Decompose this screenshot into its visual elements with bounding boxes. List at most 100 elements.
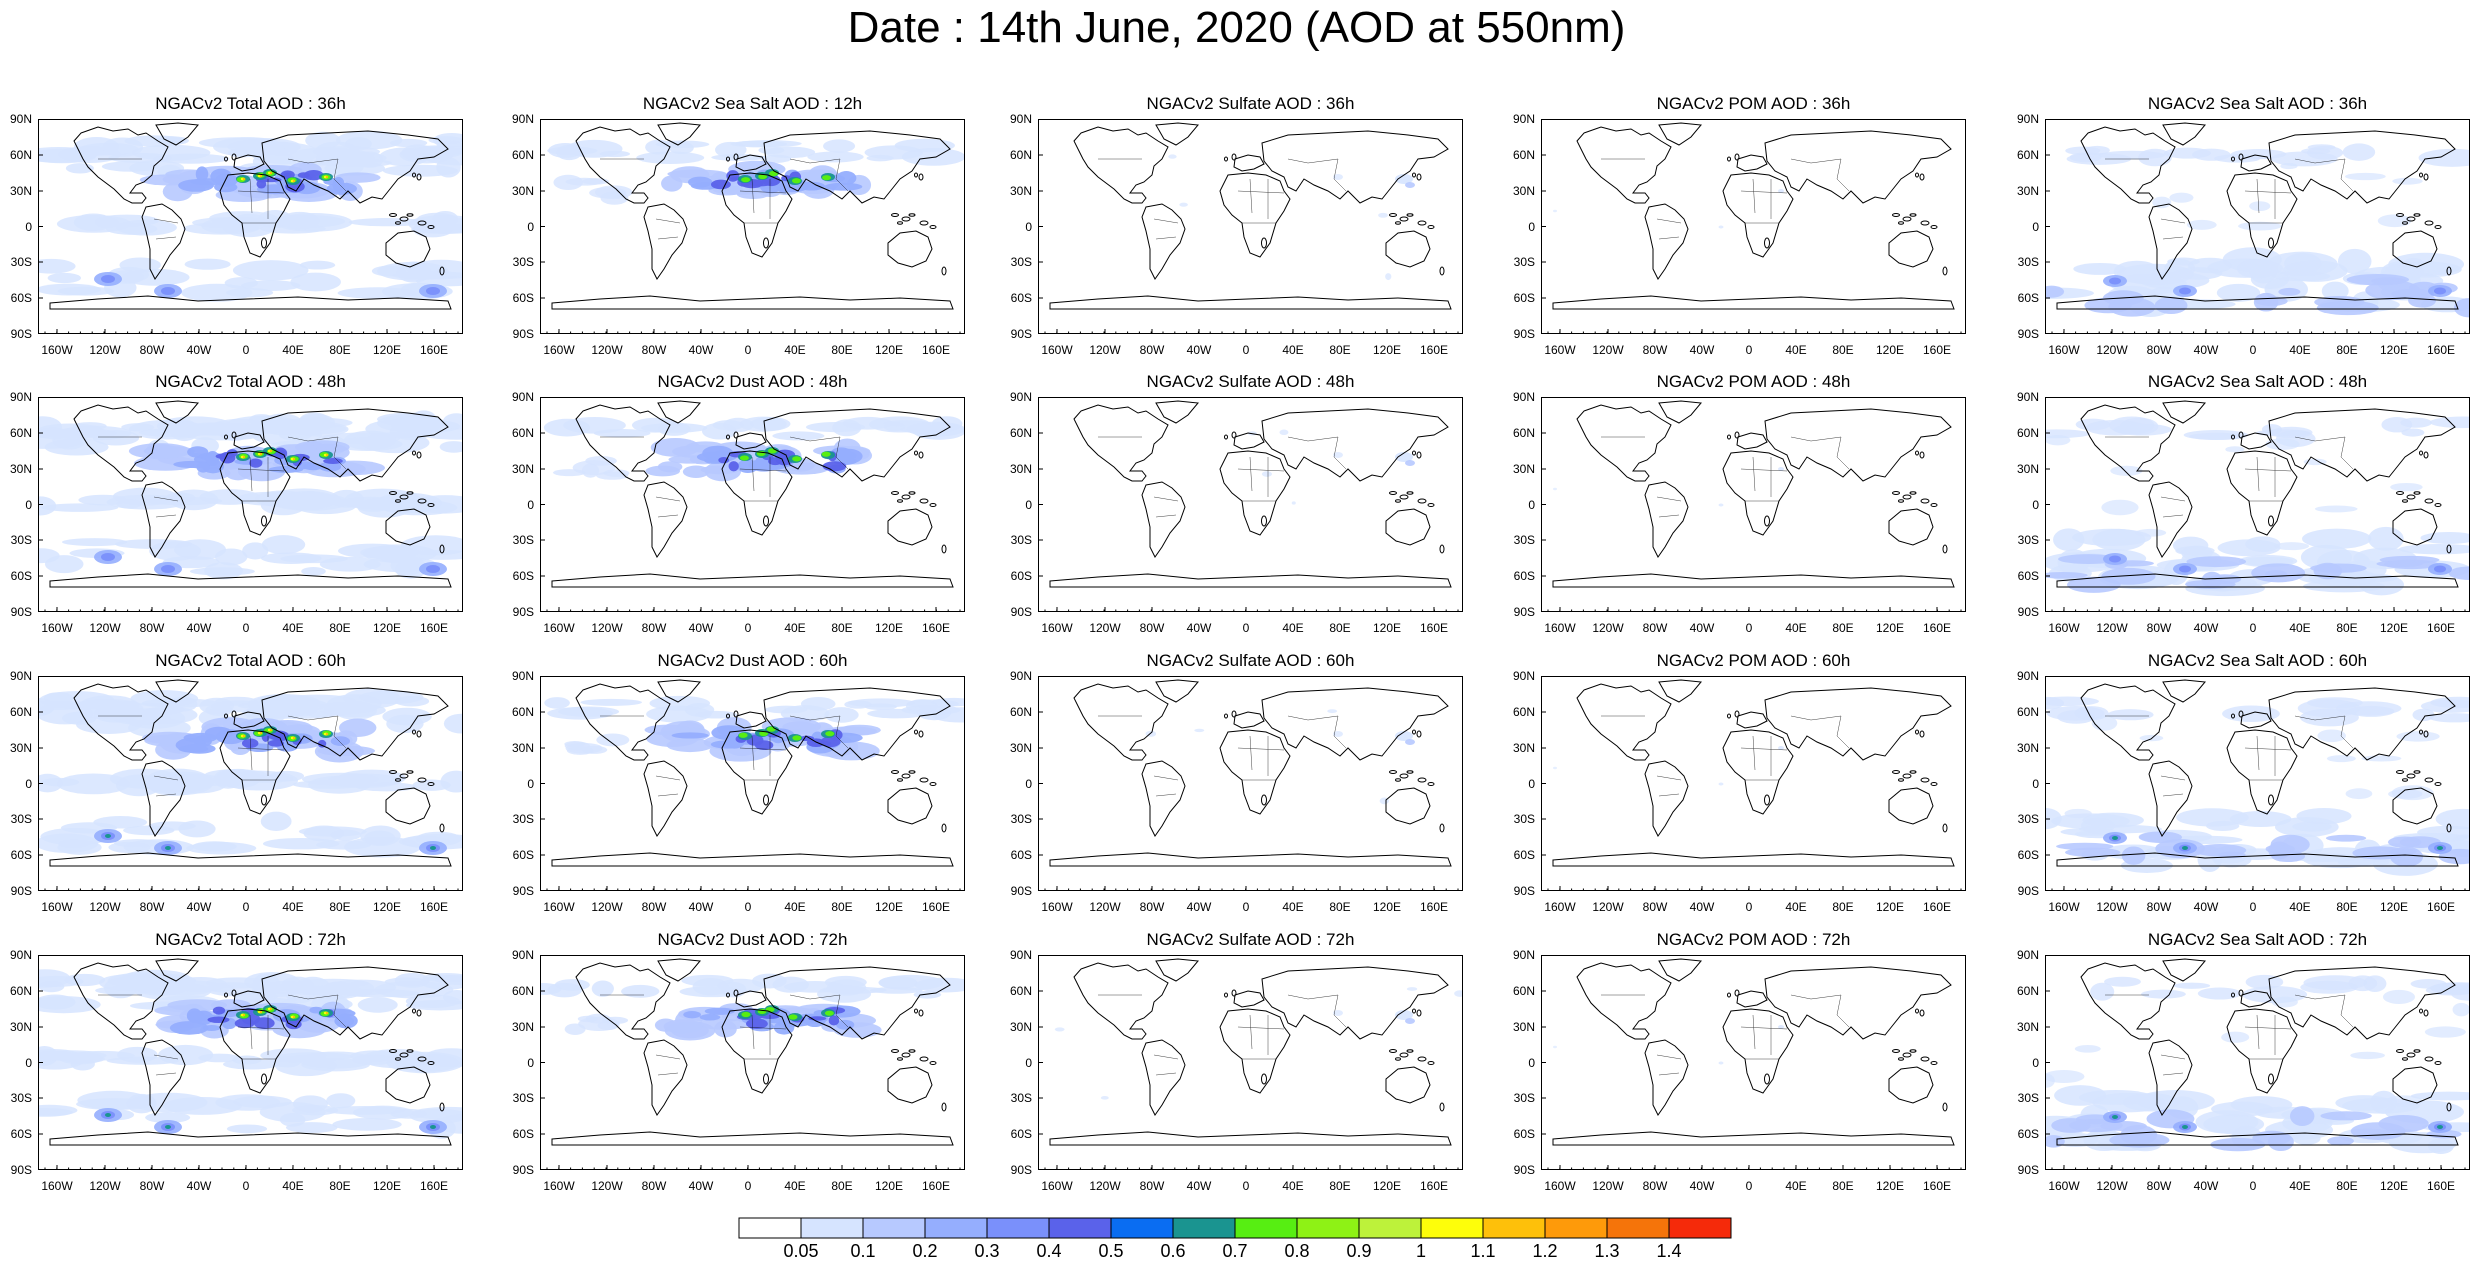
lat-tick-label: 30S — [2017, 1091, 2039, 1105]
lat-tick-label: 30N — [1512, 184, 1535, 198]
map-area — [1541, 119, 1966, 334]
coastlines — [49, 679, 452, 867]
lat-tick-label: 30S — [1010, 812, 1032, 826]
lat-tick-label: 60S — [2017, 569, 2039, 583]
aod-map — [1541, 955, 1966, 1170]
lat-tick-label: 60S — [512, 1127, 534, 1141]
country-borders — [600, 158, 849, 240]
lon-tick-label: 160W — [41, 900, 73, 914]
coastlines — [551, 400, 954, 588]
lat-tick-label: 0 — [527, 219, 534, 234]
lon-tick-label: 40W — [2193, 900, 2219, 914]
lon-tick-label: 80W — [1642, 1179, 1668, 1193]
lat-tick-label: 60S — [1010, 569, 1032, 583]
lon-tick-label: 160W — [41, 621, 73, 635]
map-panel: NGACv2 Total AOD : 72h 90N 60N 30N 0 30S 60S 90… — [10, 930, 463, 1193]
lon-tick-label: 120W — [2096, 621, 2128, 635]
lon-tick-label: 0 — [242, 621, 250, 635]
country-borders — [600, 436, 849, 518]
lat-tick-label: 60N — [511, 705, 534, 719]
lon-tick-label: 0 — [1242, 1179, 1250, 1193]
aod-field — [2045, 696, 2470, 876]
country-borders — [600, 994, 849, 1076]
lon-tick-label: 160W — [41, 343, 73, 357]
lat-tick-label: 30S — [512, 533, 534, 547]
lon-tick-label: 80W — [1139, 900, 1165, 914]
aod-map — [2045, 955, 2470, 1170]
panel-title: NGACv2 Sea Salt AOD : 12h — [642, 94, 863, 113]
lon-tick-label: 120W — [591, 343, 623, 357]
lon-tick-label: 160E — [2426, 343, 2456, 357]
colorbar-swatch — [800, 1217, 864, 1239]
country-borders — [2105, 994, 2354, 1076]
aod-map — [540, 119, 965, 334]
lat-tick-label: 30S — [1010, 255, 1032, 269]
lon-tick-label: 120E — [1875, 900, 1905, 914]
panel-title: NGACv2 Total AOD : 60h — [155, 651, 346, 670]
lat-tick-label: 0 — [2032, 219, 2039, 234]
aod-field — [2045, 416, 2470, 597]
map-panel: NGACv2 POM AOD : 60h 90N 60N 30N 0 30S 60S 90S 1… — [1513, 651, 1966, 914]
lon-tick-label: 40E — [282, 343, 304, 357]
lon-tick-label: 40E — [282, 1179, 304, 1193]
panel-title: NGACv2 Total AOD : 48h — [155, 372, 346, 391]
lat-tick-label: 30N — [2016, 184, 2039, 198]
panel-title: NGACv2 Sea Salt AOD : 36h — [2147, 94, 2368, 113]
map-panel: NGACv2 Total AOD : 36h 90N 60N 30N 0 30S 60S 90… — [10, 94, 463, 357]
lat-tick-label: 30N — [2016, 741, 2039, 755]
lat-tick-label: 90N — [511, 948, 534, 962]
lon-tick-label: 80W — [139, 1179, 165, 1193]
lat-tick-label: 60N — [2016, 426, 2039, 440]
lat-tick-label: 60S — [10, 1127, 32, 1141]
aod-field — [38, 688, 463, 858]
lat-tick-label: 90S — [2017, 605, 2039, 619]
lon-tick-label: 40W — [1689, 343, 1715, 357]
country-borders — [2105, 715, 2354, 797]
lat-tick-label: 90S — [10, 605, 32, 619]
lon-tick-label: 160W — [1041, 343, 1073, 357]
map-panel: NGACv2 Dust AOD : 72h 90N 60N 30N 0 30S 60S 90S… — [512, 930, 965, 1193]
lon-tick-label: 0 — [744, 621, 752, 635]
lon-tick-label: 160W — [1544, 900, 1576, 914]
country-borders — [1098, 436, 1347, 518]
lon-tick-label: 120W — [1592, 343, 1624, 357]
lon-tick-label: 40W — [1186, 343, 1212, 357]
aod-map — [1038, 955, 1463, 1170]
lon-tick-label: 80E — [831, 900, 853, 914]
aod-map — [38, 676, 463, 891]
lat-tick-label: 90N — [2016, 948, 2039, 962]
lon-tick-label: 160E — [1419, 343, 1449, 357]
lon-tick-label: 80E — [831, 343, 853, 357]
lon-tick-label: 120W — [591, 621, 623, 635]
lat-tick-label: 30N — [511, 741, 534, 755]
lat-tick-label: 60N — [9, 705, 32, 719]
aod-field — [1553, 189, 1784, 229]
colorbar-swatch — [738, 1217, 802, 1239]
map-panel: NGACv2 Sulfate AOD : 36h 90N 60N 30N 0 30S 60S… — [1010, 94, 1463, 357]
coastlines — [2056, 400, 2459, 588]
lat-tick-label: 60N — [511, 426, 534, 440]
lon-tick-label: 0 — [744, 343, 752, 357]
colorbar-swatch — [924, 1217, 988, 1239]
lon-tick-label: 40E — [1785, 343, 1807, 357]
lat-tick-label: 60S — [1010, 1127, 1032, 1141]
lat-tick-label: 60S — [512, 291, 534, 305]
lat-tick-label: 0 — [1025, 497, 1032, 512]
lon-tick-label: 120E — [2379, 1179, 2409, 1193]
lat-tick-label: 30S — [512, 812, 534, 826]
lat-tick-label: 0 — [1025, 219, 1032, 234]
country-borders — [1601, 158, 1850, 240]
lon-tick-label: 80E — [2336, 621, 2358, 635]
lon-tick-label: 120W — [1089, 621, 1121, 635]
colorbar-label: 0.4 — [1036, 1241, 1062, 1261]
lat-tick-label: 0 — [25, 497, 32, 512]
lon-tick-label: 40E — [784, 343, 806, 357]
lat-tick-label: 60S — [1513, 291, 1535, 305]
colorbar-label: 1.4 — [1656, 1241, 1682, 1261]
lon-tick-label: 40E — [282, 900, 304, 914]
colorbar-swatch — [1420, 1217, 1484, 1239]
lat-tick-label: 90S — [512, 1163, 534, 1177]
colorbar-swatch — [1544, 1217, 1608, 1239]
lon-tick-label: 160E — [1419, 900, 1449, 914]
lon-tick-label: 40W — [688, 900, 714, 914]
